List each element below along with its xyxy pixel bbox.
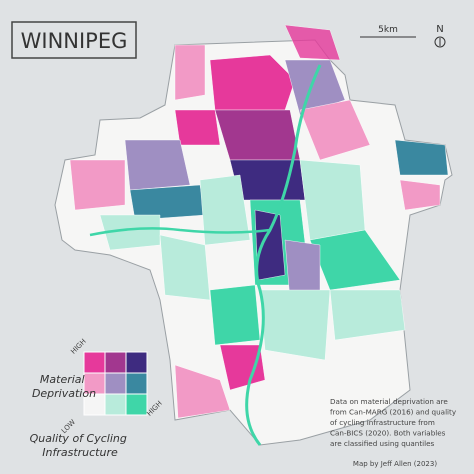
legend-x-title-line: Infrastructure [42, 446, 118, 459]
legend-x-title: Quality of Cycling Infrastructure [30, 432, 131, 459]
note-line: are classified using quantiles [330, 439, 435, 448]
scale-label: 5km [378, 25, 398, 35]
districts [69, 24, 449, 419]
title-box [11, 21, 137, 59]
legend-grid [83, 351, 148, 416]
legend-x-title-line: Quality of Cycling [30, 432, 127, 445]
legend-y-title-line: Deprivation [32, 387, 96, 400]
river [245, 64, 322, 446]
note: Data on material deprivation are from Can… [330, 397, 457, 448]
note-line: Data on material deprivation are [330, 397, 448, 406]
north-label: N [436, 24, 443, 35]
legend-y-title-line: Material [40, 373, 85, 386]
north-icon [434, 36, 446, 48]
legend-y-title: Material Deprivation [32, 373, 96, 400]
note-line: from Can-MARG (2016) and quality [330, 408, 457, 417]
note-line: of cycling infrastructure from [330, 418, 435, 427]
note-line: Can-BICS (2020). Both variables [330, 429, 446, 438]
river [89, 227, 271, 237]
credit: Map by Jeff Allen (2023) [353, 460, 437, 468]
title: WINNIPEG [21, 29, 128, 53]
